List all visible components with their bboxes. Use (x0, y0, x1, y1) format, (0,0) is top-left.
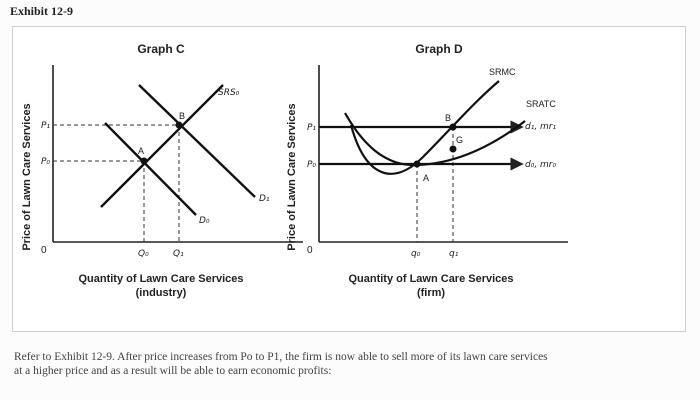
graph-d-d0-mr0-label: d₀, mr₀ (525, 160, 557, 170)
economics-diagram: Graph C Price of Lawn Care Services 0 A … (21, 42, 568, 299)
graph-c-p1-label: P₁ (41, 121, 50, 131)
graph-d-title: Graph D (415, 42, 463, 56)
graph-d-srmc-label: SRMC (489, 67, 516, 77)
graph-c-q0-label: Q₀ (138, 249, 149, 259)
exhibit-title: Exhibit 12-9 (10, 4, 74, 18)
graph-d-p1-label: P₁ (307, 123, 316, 133)
graphs-panel: Graph C Price of Lawn Care Services 0 A … (12, 26, 686, 332)
question-caption: Refer to Exhibit 12-9. After price incre… (14, 350, 690, 378)
graph-d: Graph D Price of Lawn Care Services 0 (286, 42, 568, 299)
graph-c-d0-label: D₀ (199, 216, 210, 226)
graph-c-p0-label: P₀ (41, 157, 50, 167)
graph-c-y-axis-label: Price of Lawn Care Services (21, 103, 33, 250)
graph-d-q0-label: q₀ (411, 249, 421, 259)
graph-c-srs-label: SRS₀ (218, 88, 240, 98)
graph-c-d1-curve (138, 84, 256, 198)
graph-d-x-axis-label-1: Quantity of Lawn Care Services (348, 273, 513, 285)
graph-d-y-axis-label: Price of Lawn Care Services (286, 103, 298, 250)
graph-c-point-b (175, 121, 183, 129)
graph-c-point-a (140, 157, 148, 165)
graph-d-q1-label: q₁ (449, 249, 459, 259)
graph-c-point-a-label: A (138, 146, 144, 156)
graph-d-x-axis-label-2: (firm) (417, 287, 445, 299)
graph-d-sratc-curve (344, 112, 526, 167)
graph-d-point-g-label: G (456, 135, 463, 145)
graph-d-d1-mr1-label: d₁, mr₁ (525, 122, 557, 132)
graph-c-x-axis-label-2: (industry) (136, 287, 187, 299)
graph-c-q1-label: Q₁ (173, 249, 184, 259)
graph-d-point-a-label: A (423, 173, 429, 183)
graph-d-origin: 0 (307, 245, 313, 256)
graph-c-point-b-label: B (179, 111, 185, 121)
graph-d-sratc-label: SRATC (526, 99, 556, 109)
graph-d-point-b (449, 123, 457, 131)
caption-line-1: Refer to Exhibit 12-9. After price incre… (14, 351, 548, 363)
graph-c-origin: 0 (41, 245, 47, 256)
graph-d-p0-label: P₀ (307, 160, 316, 170)
caption-line-2: at a higher price and as a result will b… (14, 365, 332, 377)
graph-d-srmc-curve (349, 80, 500, 175)
graph-c-title: Graph C (137, 42, 185, 56)
graph-c-srs-curve (100, 84, 224, 208)
graph-c: Graph C Price of Lawn Care Services 0 A … (21, 42, 303, 299)
graph-c-x-axis-label-1: Quantity of Lawn Care Services (78, 273, 243, 285)
graph-c-d1-label: D₁ (259, 194, 270, 204)
graph-d-point-a (413, 160, 421, 168)
graph-c-d0-curve (104, 122, 197, 216)
graph-d-point-g (449, 145, 457, 153)
graph-d-point-b-label: B (445, 113, 451, 123)
